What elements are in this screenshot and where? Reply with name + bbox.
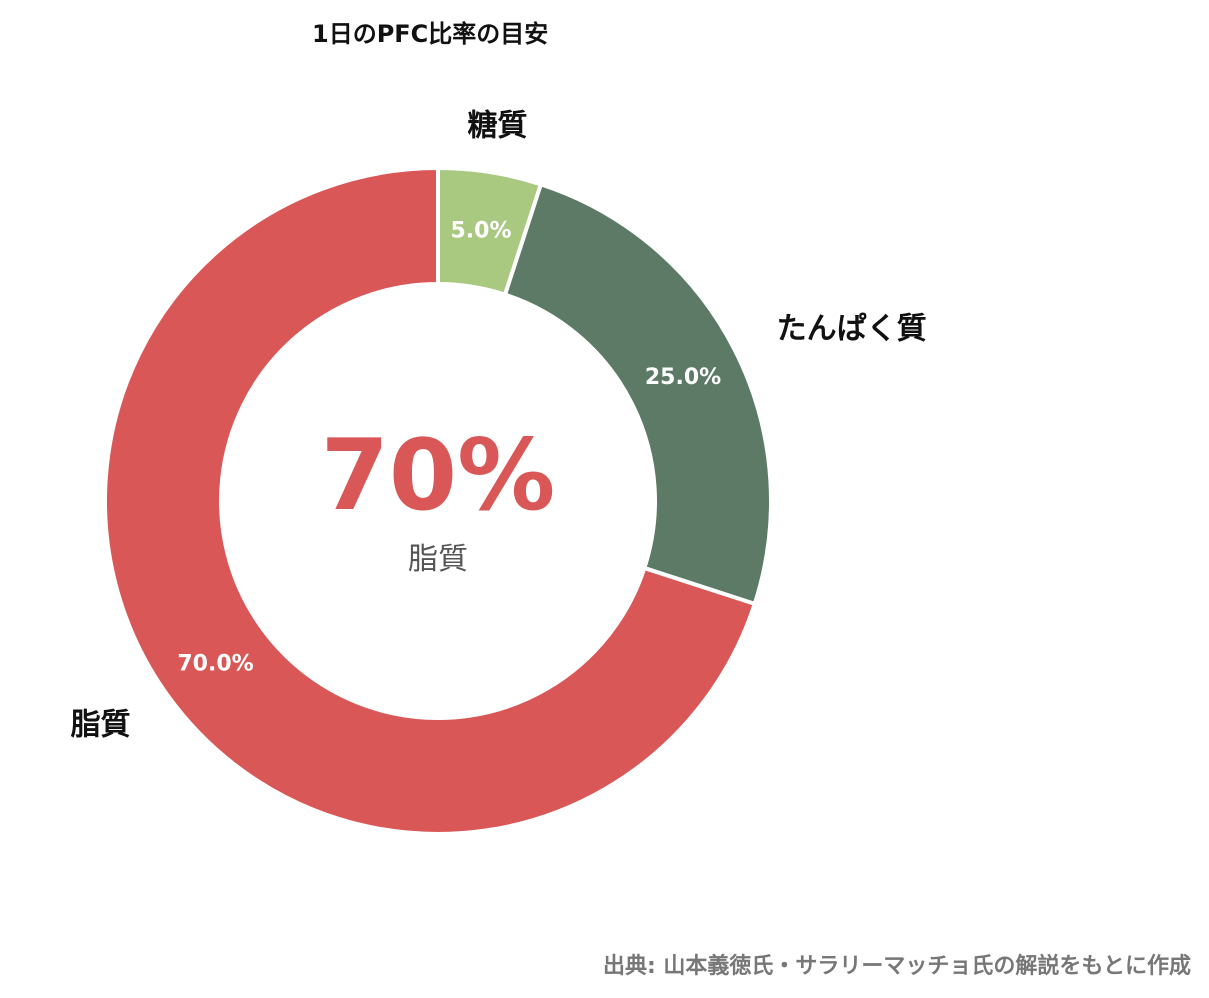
center-label: 脂質 <box>408 542 468 577</box>
donut-slice-3 <box>103 165 758 836</box>
donut-slice-2 <box>502 181 773 607</box>
center-value: 70% <box>321 419 556 533</box>
slice-value-label-3: 70.0% <box>177 652 253 677</box>
chart-title: 1日のPFC比率の目安 <box>312 20 549 48</box>
slice-category-label-3: 脂質 <box>71 707 131 742</box>
slice-category-label-2: たんぱく質 <box>777 311 927 346</box>
source-note: 出典: 山本義徳氏・サラリーマッチョ氏の解説をもとに作成 <box>602 954 1191 979</box>
slice-category-label-1: 糖質 <box>467 109 527 144</box>
slice-value-label-1: 5.0% <box>451 218 512 243</box>
slice-value-label-2: 25.0% <box>645 365 721 390</box>
